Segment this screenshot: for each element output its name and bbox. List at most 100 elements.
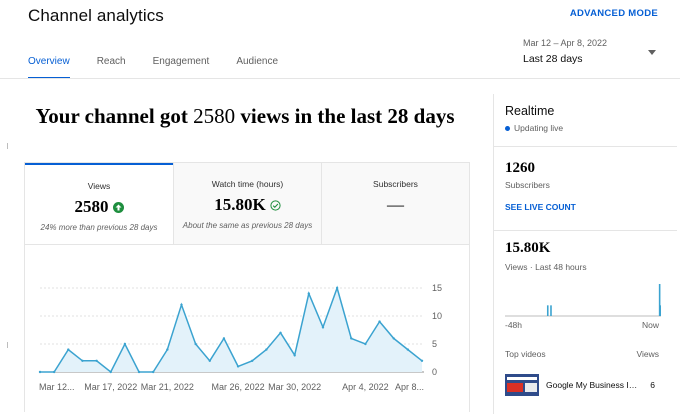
- metric-subscribers-value: —: [387, 195, 404, 214]
- y-tick-label: 10: [432, 311, 442, 321]
- divider: [494, 230, 677, 231]
- caret-down-icon: [648, 50, 656, 55]
- area-fill: [40, 288, 422, 372]
- tab-audience[interactable]: Audience: [236, 56, 279, 67]
- x-tick-label: Mar 17, 2022: [84, 382, 137, 392]
- data-point: [208, 359, 211, 362]
- data-point: [392, 337, 395, 340]
- metric-value: 15.80K: [214, 195, 281, 215]
- data-point: [364, 342, 367, 346]
- data-point: [137, 370, 141, 374]
- realtime-subscribers-value: 1260: [505, 160, 535, 176]
- headline-suffix: views in the last 28 days: [240, 104, 455, 128]
- realtime-title: Realtime: [505, 104, 555, 118]
- realtime-status-text: Updating live: [514, 123, 564, 133]
- metric-note: About the same as previous 28 days: [182, 221, 313, 230]
- data-point: [420, 359, 424, 362]
- see-live-count-link[interactable]: SEE LIVE COUNT: [505, 202, 576, 212]
- tab-engagement[interactable]: Engagement: [152, 56, 210, 67]
- video-thumbnail: [505, 374, 539, 396]
- top-videos-views-label: Views: [636, 349, 659, 359]
- arrow-up-icon: [112, 201, 124, 213]
- y-tick-label: 0: [432, 367, 437, 377]
- data-point: [279, 331, 282, 334]
- header-divider: [0, 78, 680, 79]
- views-series-line: [40, 285, 423, 374]
- data-point: [194, 342, 197, 346]
- realtime-subscribers-label: Subscribers: [505, 180, 550, 190]
- realtime-card: Realtime Updating live 1260 Subscribers …: [493, 94, 677, 414]
- metric-watch-time-value: 15.80K: [214, 195, 266, 214]
- realtime-status: Updating live: [505, 123, 563, 133]
- metric-watch-time-card[interactable]: Watch time (hours) 15.80K About the same…: [173, 163, 321, 245]
- headline-views: 2580: [193, 104, 236, 128]
- data-point: [265, 348, 268, 351]
- headline-prefix: Your channel got: [35, 104, 188, 128]
- metric-value: 2580: [75, 197, 124, 217]
- date-period-text: Last 28 days: [523, 53, 583, 65]
- data-point: [321, 326, 325, 329]
- realtime-mini-chart: [505, 284, 661, 317]
- data-point: [236, 365, 240, 368]
- data-point: [350, 337, 353, 340]
- y-tick-label: 15: [432, 283, 442, 293]
- metric-views-value: 2580: [74, 197, 109, 216]
- data-point: [123, 342, 127, 346]
- page-title: Channel analytics: [28, 6, 164, 25]
- x-tick-label: Mar 26, 2022: [212, 382, 265, 392]
- data-point: [166, 348, 169, 351]
- video-title: Google My Business Issu...: [546, 380, 640, 390]
- data-point: [151, 370, 155, 374]
- live-dot-icon: [505, 125, 510, 131]
- x-tick-label: Mar 12...: [39, 382, 75, 392]
- mini-bar: [658, 284, 661, 316]
- edge-tick: [7, 143, 8, 149]
- data-point: [293, 354, 296, 357]
- headline: Your channel got 2580 views in the last …: [0, 104, 490, 129]
- data-point: [67, 348, 70, 351]
- tab-reach[interactable]: Reach: [96, 56, 126, 67]
- x-tick-label: Mar 21, 2022: [141, 382, 194, 392]
- video-views: 6: [650, 380, 655, 390]
- overview-card: Views 2580 24% more than previous 28 day…: [24, 162, 470, 412]
- data-point: [378, 320, 381, 323]
- date-range-text: Mar 12 – Apr 8, 2022: [523, 38, 608, 48]
- tab-overview[interactable]: Overview: [28, 56, 70, 79]
- data-point: [335, 286, 339, 290]
- realtime-views-label: Views · Last 48 hours: [505, 262, 587, 272]
- metric-label: Views: [87, 181, 111, 191]
- data-point: [251, 359, 254, 362]
- mini-axis-right: Now: [641, 320, 659, 330]
- data-point: [81, 359, 84, 362]
- advanced-mode-link[interactable]: ADVANCED MODE: [569, 8, 658, 19]
- edge-tick: [7, 342, 8, 348]
- x-tick-label: Mar 30, 2022: [268, 382, 321, 392]
- top-video-row[interactable]: Google My Business Issu... 6: [505, 374, 661, 396]
- mini-bar: [659, 305, 661, 316]
- data-point: [52, 370, 56, 374]
- data-point: [406, 348, 410, 351]
- divider: [494, 146, 677, 147]
- realtime-views-value: 15.80K: [505, 240, 551, 256]
- metric-label: Subscribers: [373, 179, 418, 189]
- data-point: [180, 303, 183, 306]
- metric-views-card[interactable]: Views 2580 24% more than previous 28 day…: [25, 163, 173, 245]
- y-tick-label: 5: [432, 339, 437, 349]
- views-chart: 0 5 10 15 Mar 12... Mar 17, 2022 Mar 21, 2022 M…: [38, 283, 442, 392]
- mini-bar: [550, 305, 552, 316]
- x-tick-label: Apr 8...: [395, 382, 424, 392]
- top-videos-label: Top videos: [505, 349, 546, 359]
- metric-label: Watch time (hours): [211, 179, 284, 189]
- mini-bar: [546, 305, 549, 316]
- data-point: [222, 337, 226, 340]
- check-circle-icon: [270, 199, 281, 211]
- x-tick-label: Apr 4, 2022: [342, 382, 389, 392]
- tab-bar: Overview Reach Engagement Audience: [28, 56, 305, 79]
- metric-subscribers-card[interactable]: Subscribers —: [321, 163, 469, 245]
- data-point: [95, 359, 98, 362]
- data-point: [38, 370, 42, 374]
- mini-axis-left: -48h: [505, 320, 523, 330]
- date-range-dropdown[interactable]: Mar 12 – Apr 8, 2022 Last 28 days: [523, 38, 659, 65]
- data-point: [109, 370, 112, 374]
- metric-note: 24% more than previous 28 days: [40, 223, 158, 232]
